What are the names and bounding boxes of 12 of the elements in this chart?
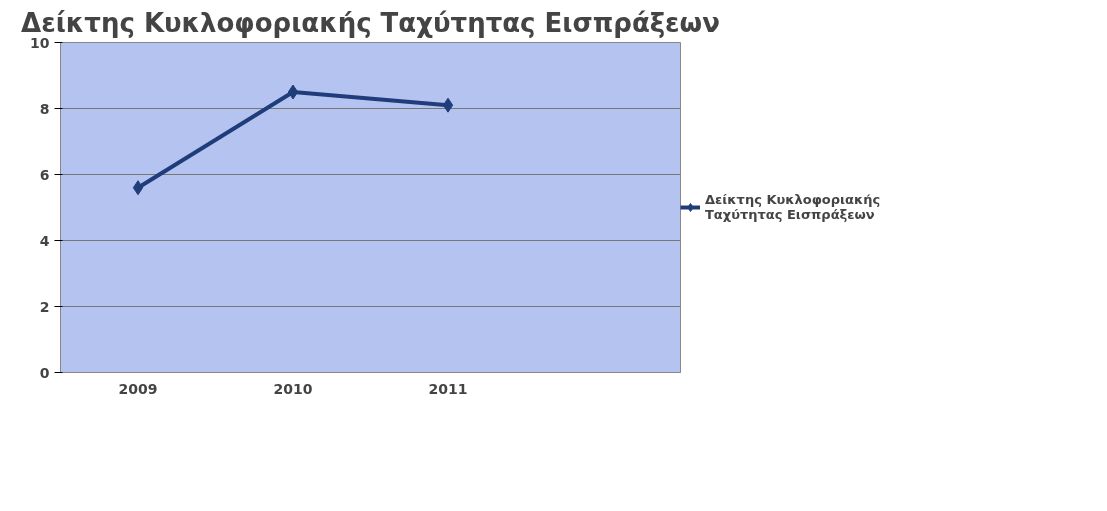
x-tick-label: 2010 <box>273 380 313 397</box>
y-tick-label: 4 <box>39 232 50 249</box>
point <box>132 180 144 196</box>
y-tick-label: 8 <box>39 100 50 117</box>
point <box>442 97 454 113</box>
x-tick-label: 2011 <box>428 380 468 397</box>
x-tick-label: 2009 <box>118 380 158 397</box>
y-tick-label: 2 <box>39 298 50 315</box>
point <box>287 84 299 100</box>
legend-label: Δείκτης Κυκλοφοριακής Ταχύτητας Εισπράξεων <box>705 192 881 222</box>
y-tick-label: 0 <box>39 364 50 381</box>
y-tick-label: 6 <box>39 166 50 183</box>
